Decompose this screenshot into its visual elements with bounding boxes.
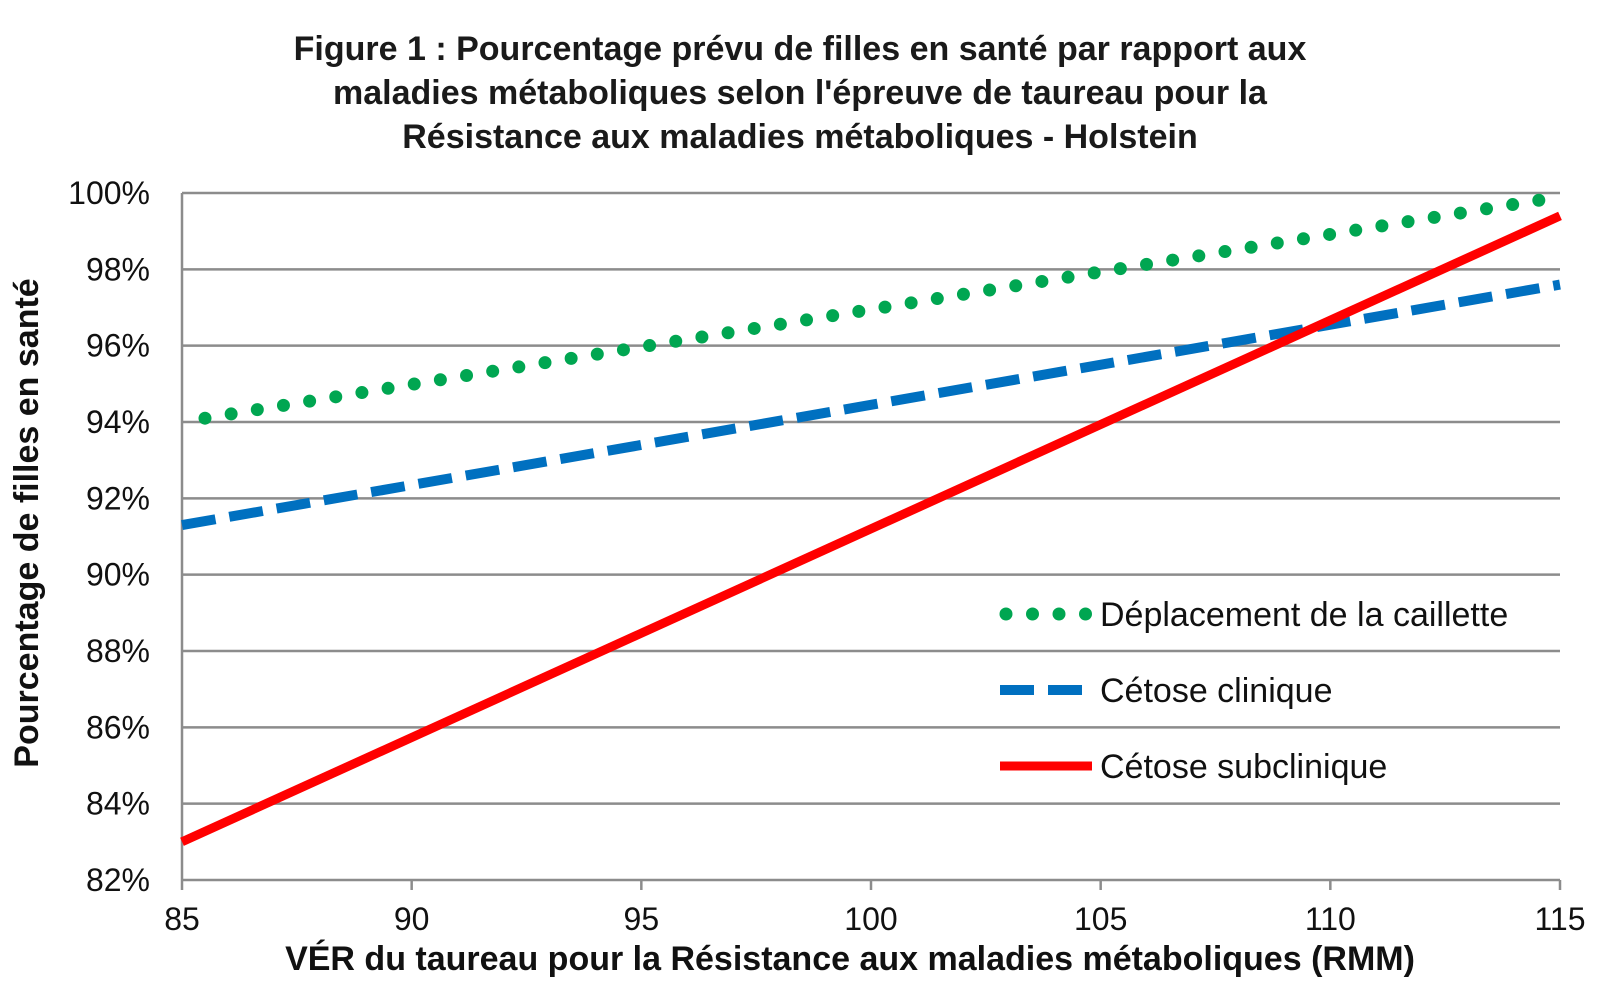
y-axis-label: Pourcentage de filles en santé [8,278,46,767]
legend-label: Cétose subclinique [1100,748,1387,786]
series-line-2 [180,211,1562,846]
legend-label: Déplacement de la caillette [1100,596,1508,634]
chart-title-line-1: Figure 1 : Pourcentage prévu de filles e… [294,30,1307,68]
x-axis-ticks: 85 90 95 100 105 110 115 [164,880,1586,937]
y-tick-label: 96% [86,328,150,364]
y-tick-label: 94% [86,404,150,440]
series-line-0 [198,190,1567,425]
legend: Déplacement de la caillette Cétose cliniq… [999,596,1508,786]
y-tick-label: 100% [68,175,150,211]
y-tick-label: 92% [86,480,150,516]
x-tick-label: 95 [624,901,660,937]
y-tick-label: 88% [86,633,150,669]
chart-title: Figure 1 : Pourcentage prévu de filles e… [294,30,1307,156]
y-tick-label: 86% [86,709,150,745]
y-tick-label: 84% [86,786,150,822]
chart-title-line-2: maladies métaboliques selon l'épreuve de… [333,74,1268,112]
x-tick-label: 115 [1534,901,1585,937]
x-tick-label: 90 [394,901,430,937]
gridlines [182,191,1560,805]
y-axis-ticks: 82% 84% 86% 88% 90% 92% 94% 96% 98% 100% [68,175,150,898]
y-tick-label: 90% [86,557,150,593]
x-axis-label: VÉR du taureau pour la Résistance aux ma… [285,940,1415,978]
legend-label: Cétose clinique [1100,672,1332,710]
chart-title-line-3: Résistance aux maladies métaboliques - H… [402,118,1198,156]
x-tick-label: 110 [1305,901,1356,937]
x-tick-label: 105 [1074,901,1127,937]
series-lines [180,190,1567,846]
series-line-1 [181,279,1561,531]
y-tick-label: 82% [86,862,150,898]
x-tick-label: 100 [844,901,897,937]
x-tick-label: 85 [164,901,200,937]
y-tick-label: 98% [86,251,150,287]
